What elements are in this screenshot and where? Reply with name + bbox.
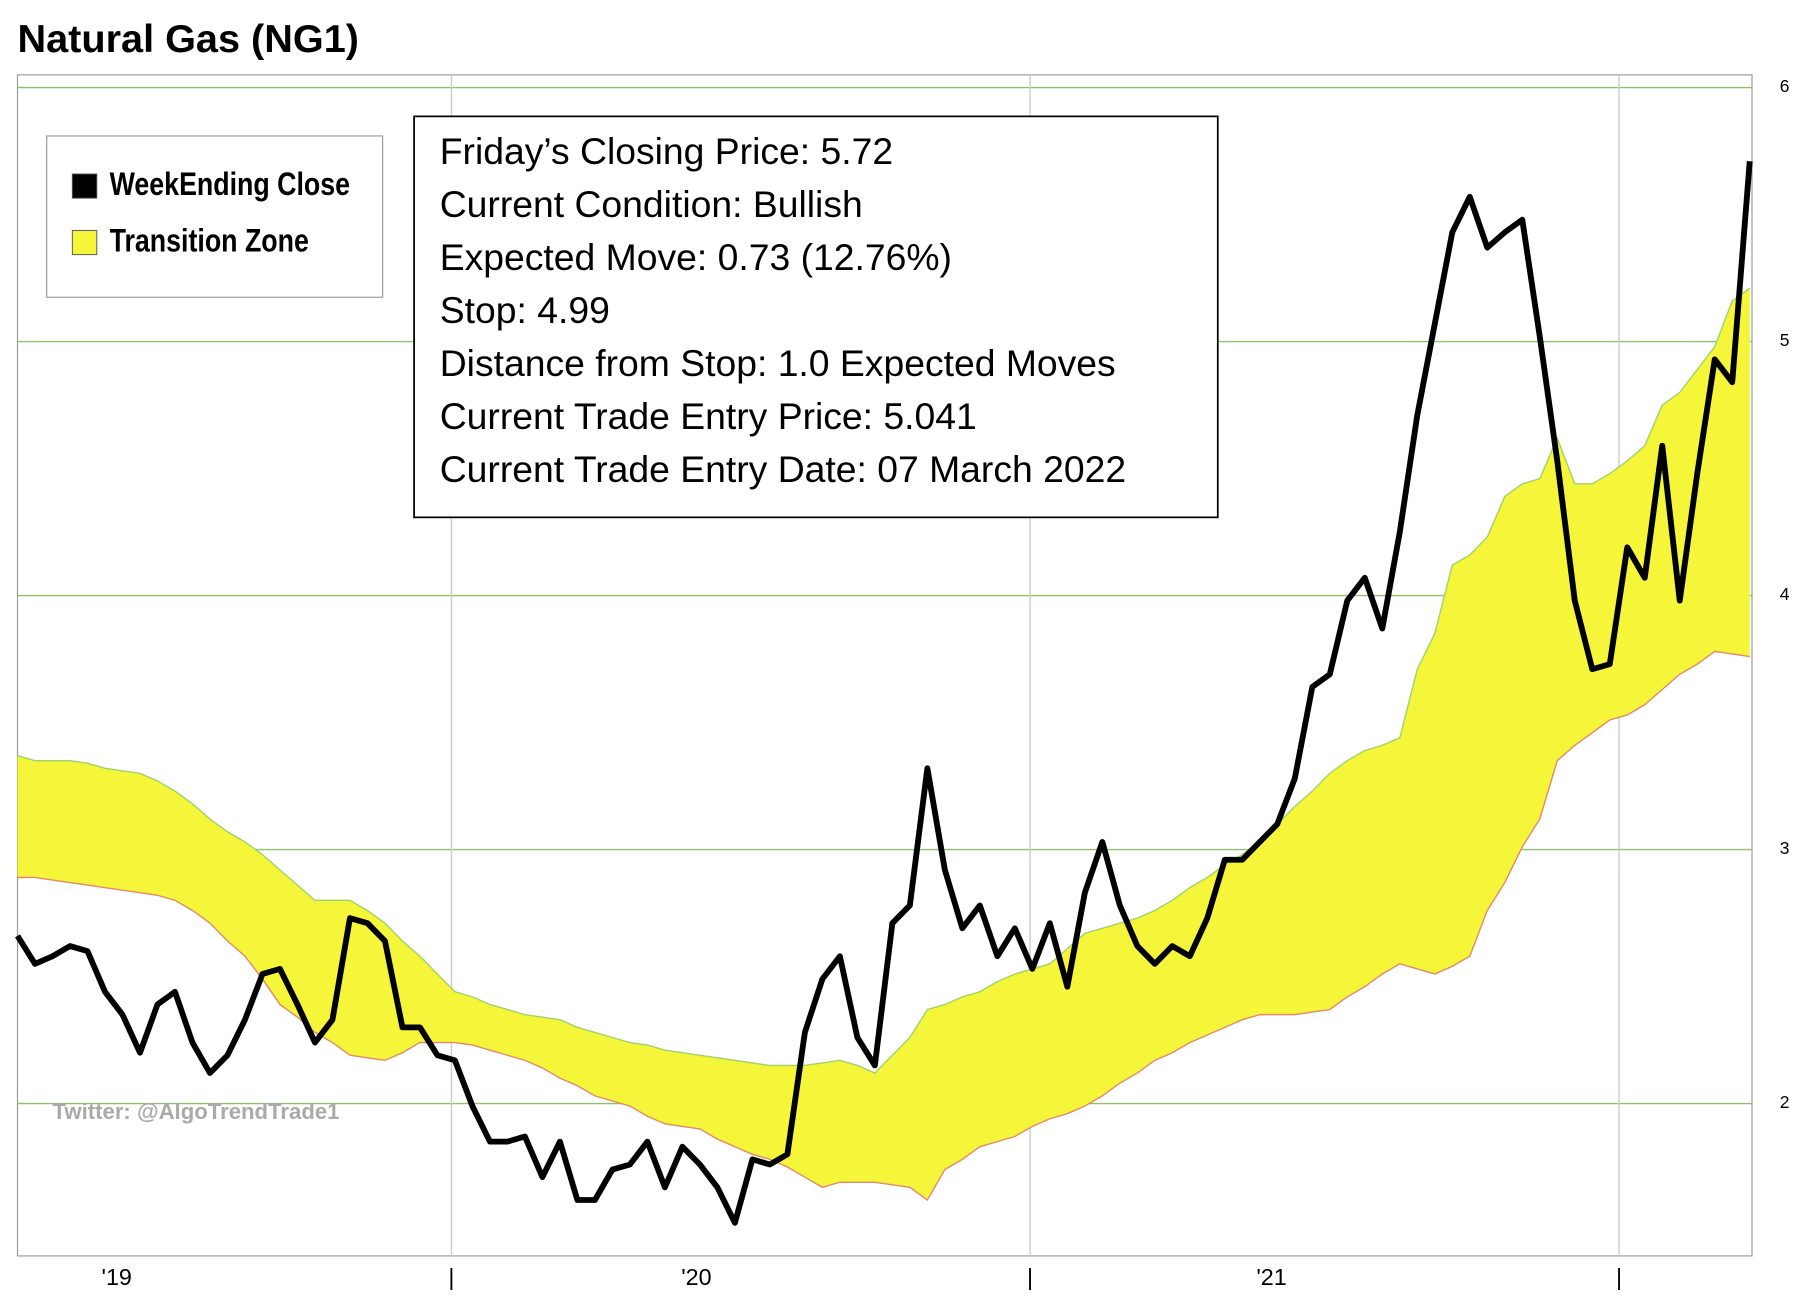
x-tick-label: | [1616, 1264, 1622, 1290]
info-box [413, 115, 1219, 519]
legend-swatch [71, 229, 98, 256]
legend: WeekEnding Close Transition Zone [71, 167, 350, 259]
x-axis-label: '20 [681, 1264, 711, 1290]
info-line: Friday’s Closing Price: 5.72 [440, 130, 893, 172]
info-line: Current Trade Entry Date: 07 March 2022 [440, 448, 1126, 490]
marks [15, 161, 1753, 1226]
legend-box [46, 135, 384, 298]
legend-label: WeekEnding Close [110, 167, 350, 203]
info-line: Current Trade Entry Price: 5.041 [440, 395, 977, 437]
info-line: Expected Move: 0.73 (12.76%) [440, 236, 952, 278]
y-tick-label: 2 [1780, 1092, 1790, 1112]
x-tick-label: | [1027, 1264, 1033, 1290]
zone-upper [17, 287, 1751, 1074]
x-axis-label: '21 [1256, 1264, 1286, 1290]
transition-zone [17, 288, 1750, 1201]
legend-swatch [71, 173, 98, 199]
y-tick-label: 5 [1780, 330, 1790, 350]
y-tick-label: 6 [1780, 76, 1790, 96]
legend-label: Transition Zone [110, 223, 309, 259]
chart-title: Natural Gas (NG1) [17, 17, 358, 61]
x-tick-label: | [448, 1264, 454, 1290]
x-axis-label: '19 [102, 1264, 132, 1290]
plot-frame [16, 74, 1753, 1257]
y-tick-label: 4 [1780, 584, 1790, 604]
info-line: Current Condition: Bullish [440, 183, 863, 225]
info-line: Distance from Stop: 1.0 Expected Moves [440, 342, 1116, 384]
watermark: Twitter: @AlgoTrendTrade1 [52, 1099, 339, 1124]
y-tick-label: 3 [1780, 838, 1790, 858]
info-line: Stop: 4.99 [440, 289, 610, 331]
close-line [15, 161, 1753, 1226]
info-text: Friday’s Closing Price: 5.72 Current Cond… [440, 130, 1126, 490]
